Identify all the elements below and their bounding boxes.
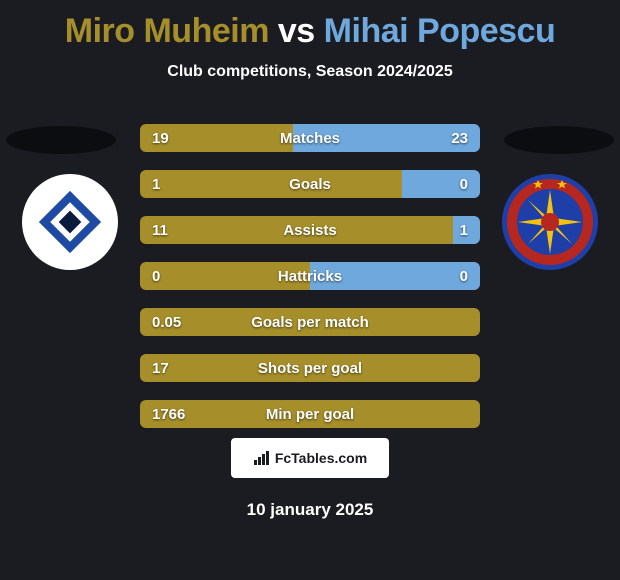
club-badge-right bbox=[498, 170, 602, 274]
stat-label: Matches bbox=[140, 130, 480, 147]
subtitle: Club competitions, Season 2024/2025 bbox=[0, 63, 620, 81]
club-badge-left bbox=[18, 170, 122, 274]
stat-row: 0.05Goals per match bbox=[140, 308, 480, 336]
stat-label: Shots per goal bbox=[140, 360, 480, 377]
fcsb-icon bbox=[498, 170, 602, 274]
stat-label: Assists bbox=[140, 222, 480, 239]
chart-icon bbox=[253, 449, 271, 467]
stat-row: 1Goals0 bbox=[140, 170, 480, 198]
stats-bars: 19Matches23 1Goals0 11Assists1 0Hattricks0 0… bbox=[140, 124, 480, 446]
comparison-title: Miro Muheim vs Mihai Popescu bbox=[0, 0, 620, 51]
stat-label: Min per goal bbox=[140, 406, 480, 423]
stat-row: 17Shots per goal bbox=[140, 354, 480, 382]
footer-date: 10 january 2025 bbox=[0, 500, 620, 520]
stat-row: 11Assists1 bbox=[140, 216, 480, 244]
vs-text: vs bbox=[278, 12, 315, 50]
stat-label: Goals per match bbox=[140, 314, 480, 331]
stat-row: 19Matches23 bbox=[140, 124, 480, 152]
player1-name: Miro Muheim bbox=[65, 12, 269, 50]
stat-row: 0Hattricks0 bbox=[140, 262, 480, 290]
brand-badge: FcTables.com bbox=[231, 438, 389, 478]
stat-label: Hattricks bbox=[140, 268, 480, 285]
player1-shadow bbox=[6, 126, 116, 154]
brand-text: FcTables.com bbox=[275, 450, 367, 466]
stat-row: 1766Min per goal bbox=[140, 400, 480, 428]
player2-name: Mihai Popescu bbox=[324, 12, 556, 50]
hamburger-sv-icon bbox=[18, 170, 122, 274]
player2-shadow bbox=[504, 126, 614, 154]
stat-label: Goals bbox=[140, 176, 480, 193]
